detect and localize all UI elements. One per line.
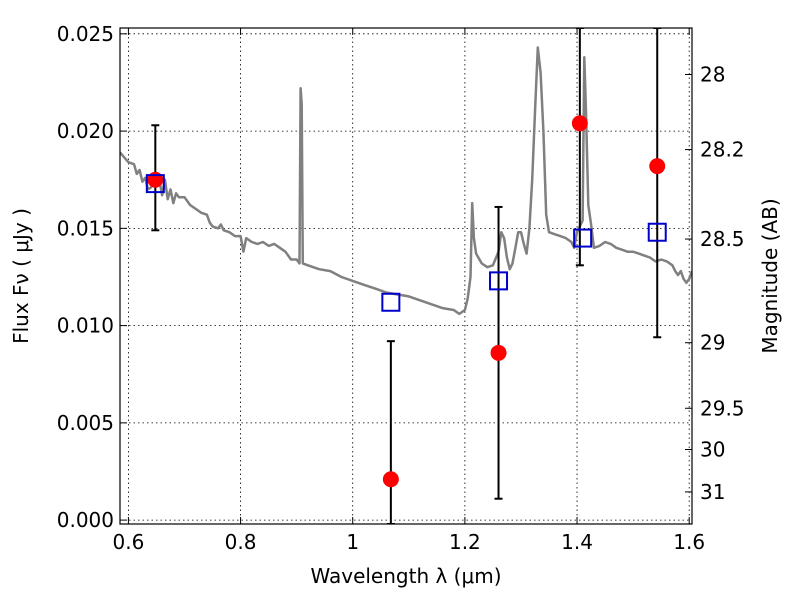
y-tick-label: 0.005: [57, 411, 114, 435]
y-tick-label: 0.020: [57, 119, 114, 143]
x-tick-label: 0.6: [113, 530, 145, 554]
y2-tick-label: 30: [700, 438, 725, 462]
x-axis-label: Wavelength λ (μm): [310, 564, 501, 588]
y2-tick-label: 28: [700, 62, 725, 86]
axes: 0.6 0.8 1 1.2 1.4 1.6 0.000 0.005 0.010 0.015 0.02…: [57, 22, 745, 554]
y-tick-label: 0.015: [57, 216, 114, 240]
y-axis-label: Flux Fν ( μJy ): [9, 208, 33, 344]
model-flux-square: [381, 292, 401, 312]
y2-tick-label: 28.2: [700, 138, 745, 162]
y2-tick-label: 31: [700, 480, 725, 504]
y2-axis-label: Magnitude (AB): [758, 198, 782, 353]
y2-tick-label: 28.5: [700, 227, 745, 251]
x-tick-label: 1.6: [673, 530, 705, 554]
observed-flux-point: [649, 158, 666, 175]
model-spectrum-line: [120, 46, 692, 316]
y-tick-label: 0.025: [57, 22, 114, 46]
model-flux-square: [573, 228, 593, 248]
x-tick-label: 0.8: [225, 530, 257, 554]
observed-flux-point: [490, 344, 507, 361]
y2-tick-label: 29: [700, 331, 725, 355]
model-flux-square: [489, 271, 509, 291]
y-tick-label: 0.010: [57, 314, 114, 338]
x-tick-label: 1.4: [561, 530, 593, 554]
plot-area: [120, 28, 692, 524]
y2-tick-label: 29.5: [700, 396, 745, 420]
y-tick-label: 0.000: [57, 508, 114, 532]
x-tick-label: 1.2: [449, 530, 481, 554]
model-flux-square: [145, 174, 165, 194]
x-tick-label: 1: [346, 530, 359, 554]
model-flux-square: [647, 222, 667, 242]
observed-flux-point: [382, 471, 399, 488]
observed-flux-point: [571, 115, 588, 132]
plot-frame: [119, 27, 693, 525]
